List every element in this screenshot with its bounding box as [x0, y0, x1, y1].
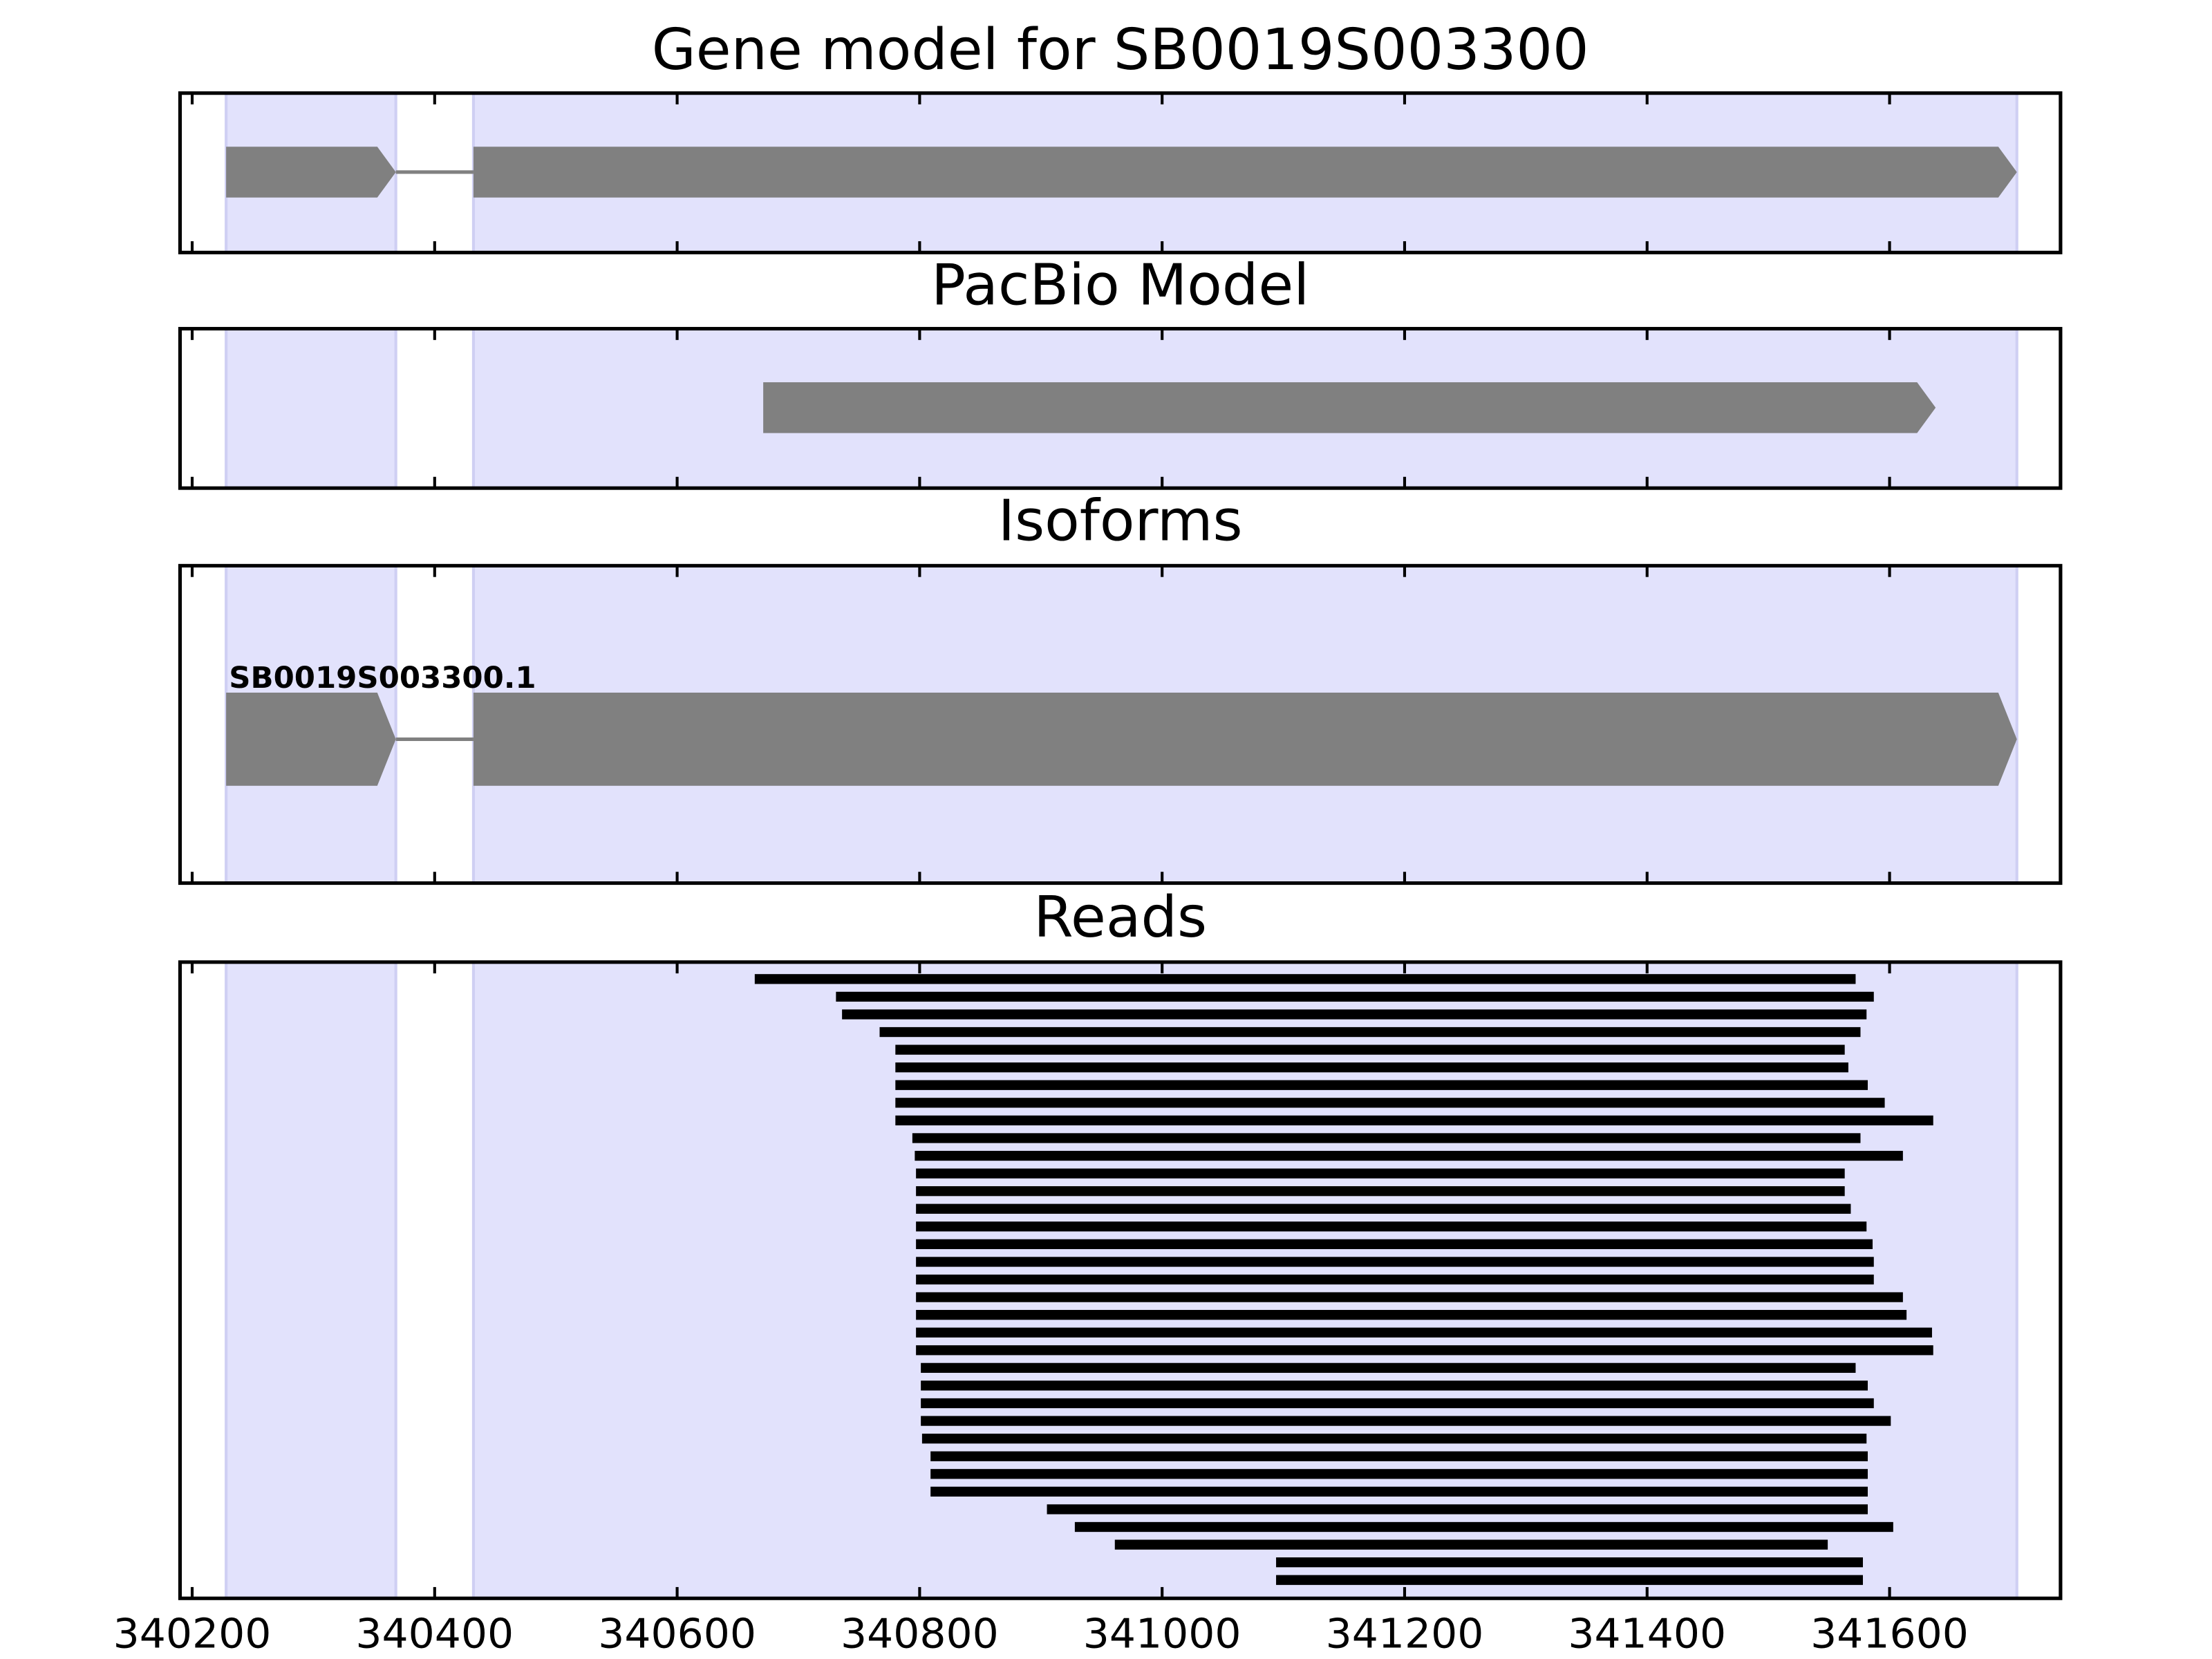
x-tick-label: 341600 — [1810, 1611, 1969, 1658]
x-tick-label: 340600 — [598, 1611, 756, 1658]
read — [895, 1098, 1885, 1108]
read — [916, 1310, 1907, 1320]
read — [916, 1239, 1873, 1250]
x-tick-label: 340800 — [841, 1611, 999, 1658]
read — [916, 1203, 1851, 1214]
x-tick-label: 341400 — [1568, 1611, 1726, 1658]
panel-title: Reads — [1033, 885, 1207, 950]
panel-title: Isoforms — [998, 489, 1243, 554]
panel-title: PacBio Model — [931, 253, 1309, 318]
read — [895, 1062, 1848, 1073]
read — [930, 1486, 1868, 1497]
read — [916, 1327, 1932, 1338]
read — [921, 1434, 1867, 1444]
exon-shade — [225, 327, 397, 490]
read — [916, 1221, 1867, 1232]
read — [1276, 1575, 1863, 1585]
read — [916, 1257, 1874, 1267]
read — [1074, 1521, 1893, 1533]
read — [895, 1115, 1933, 1126]
read — [842, 1009, 1867, 1020]
panel-title: Gene model for SB0019S003300 — [652, 17, 1589, 82]
read — [916, 1168, 1845, 1179]
read — [916, 1186, 1845, 1197]
read — [921, 1398, 1874, 1409]
exon-shade — [225, 960, 397, 1600]
read — [916, 1292, 1903, 1302]
read — [879, 1027, 1861, 1038]
x-tick-label: 340200 — [113, 1611, 272, 1658]
read — [1114, 1539, 1828, 1550]
isoform-label: SB0019S003300.1 — [229, 661, 536, 695]
exon — [226, 147, 396, 198]
panel-frame — [178, 91, 2063, 254]
read — [916, 1274, 1874, 1285]
read — [916, 1345, 1933, 1356]
read — [895, 1044, 1845, 1055]
read — [930, 1469, 1868, 1479]
read — [1276, 1557, 1863, 1568]
read — [895, 1080, 1868, 1090]
read — [1047, 1504, 1868, 1515]
read — [921, 1362, 1856, 1374]
panel-frame — [178, 563, 2063, 885]
panel-frame — [178, 960, 2063, 1600]
read — [754, 974, 1856, 984]
read — [915, 1150, 1903, 1161]
read — [912, 1133, 1861, 1143]
read — [930, 1451, 1868, 1461]
panel-frame — [178, 326, 2063, 490]
x-tick-label: 341200 — [1326, 1611, 1484, 1658]
read — [836, 991, 1874, 1002]
read — [921, 1380, 1868, 1391]
x-tick-label: 340400 — [355, 1611, 514, 1658]
exon — [226, 693, 396, 786]
read — [921, 1416, 1891, 1426]
exon — [763, 382, 1936, 433]
exon — [473, 693, 2017, 786]
x-tick-label: 341000 — [1083, 1611, 1241, 1658]
exon — [473, 147, 2017, 198]
